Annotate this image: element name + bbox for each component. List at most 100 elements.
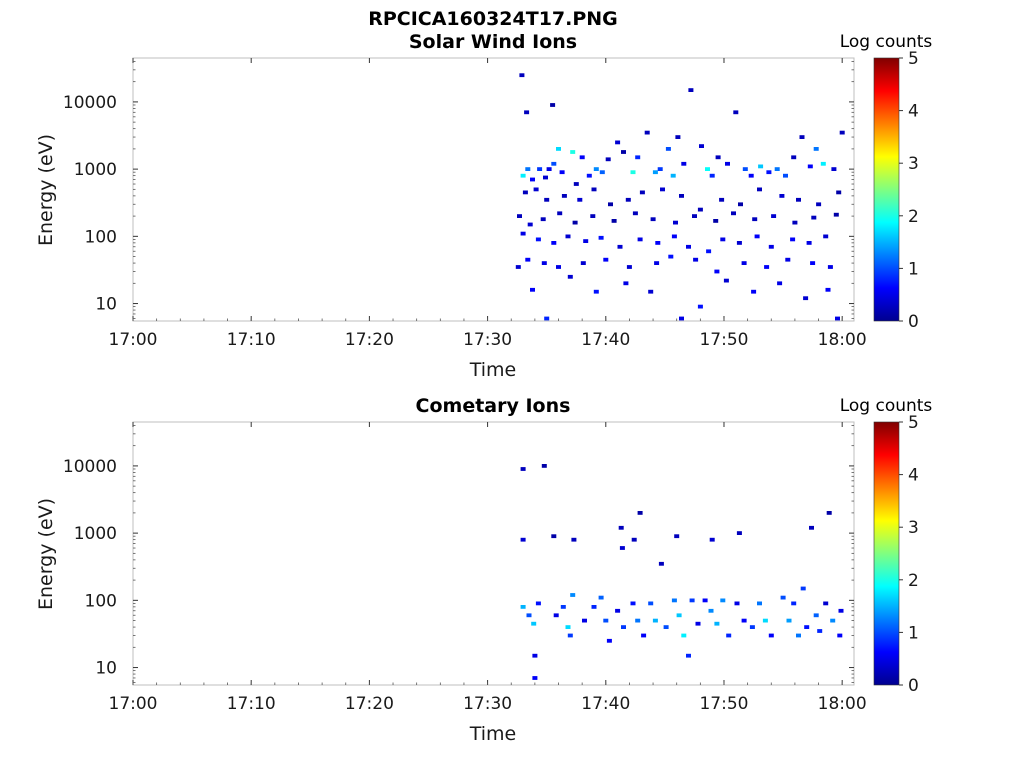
count-cell [593, 167, 599, 171]
count-cell [780, 595, 786, 600]
count-cell [557, 211, 563, 216]
count-cell [532, 676, 538, 680]
count-cell [655, 241, 661, 245]
count-cell [530, 177, 535, 182]
count-cell [551, 534, 557, 539]
solar-wind-cells [515, 73, 845, 321]
count-cell [641, 633, 647, 638]
count-cell [702, 598, 708, 603]
count-cell [679, 316, 684, 321]
count-cell [551, 161, 557, 166]
count-cell [675, 135, 681, 139]
count-cell [660, 187, 665, 192]
count-cell [543, 175, 548, 180]
count-cell [738, 202, 743, 207]
count-cell [621, 625, 626, 629]
x-tick-label: 17:20 [345, 330, 394, 350]
count-cell [705, 167, 710, 171]
solar-wind-colorbar-label: Log counts [840, 32, 933, 52]
count-cell [648, 601, 654, 606]
count-cell [631, 537, 637, 542]
x-tick-label: 17:40 [581, 330, 630, 350]
count-cell [768, 244, 774, 249]
count-cell [817, 629, 823, 633]
cometary-x-axis-label: Time [469, 723, 517, 745]
count-cell [720, 237, 726, 242]
count-cell [838, 608, 844, 613]
count-cell [580, 261, 586, 265]
count-cell [725, 161, 730, 166]
count-cell [670, 173, 676, 178]
colorbar-tick-label: 1 [908, 259, 919, 279]
count-cell [598, 595, 604, 600]
count-cell [758, 164, 764, 169]
count-cell [648, 289, 654, 294]
count-cell [570, 593, 576, 597]
count-cell [652, 170, 658, 175]
count-cell [657, 167, 663, 171]
count-cell [519, 73, 525, 78]
count-cell [785, 257, 791, 262]
count-cell [608, 202, 613, 207]
count-cell [652, 618, 658, 623]
x-tick-label: 17:10 [227, 330, 276, 350]
count-cell [579, 155, 585, 160]
count-cell [544, 316, 550, 321]
count-cell [771, 214, 777, 218]
cometary-colorbar-label: Log counts [840, 396, 933, 416]
count-cell [611, 219, 617, 223]
count-cell [583, 239, 589, 243]
count-cell [733, 110, 739, 115]
count-cell [713, 219, 719, 223]
count-cell [699, 144, 704, 148]
count-cell [533, 187, 539, 192]
solar-wind-colorbar [873, 57, 900, 322]
count-cell [692, 214, 697, 218]
count-cell [741, 618, 747, 623]
count-cell [803, 296, 809, 301]
count-cell [671, 598, 677, 603]
solar-wind-plot-area [132, 57, 855, 322]
count-cell [777, 281, 783, 286]
count-cell [823, 601, 829, 606]
count-cell [571, 537, 577, 542]
colorbar-tick-label: 2 [908, 571, 919, 591]
count-cell [599, 170, 605, 175]
count-cell [527, 222, 533, 227]
count-cell [565, 234, 571, 239]
count-cell [526, 613, 532, 618]
count-cell [573, 182, 579, 186]
x-tick-label: 17:50 [699, 694, 748, 714]
count-cell [749, 625, 755, 629]
count-cell [570, 150, 576, 154]
y-tick-label: 100 [85, 227, 117, 247]
count-cell [786, 618, 792, 623]
figure-title: RPCICA160324T17.PNG [368, 8, 618, 30]
count-cell [525, 257, 531, 262]
count-cell [617, 244, 623, 249]
count-cell [751, 289, 757, 294]
count-cell [681, 161, 687, 166]
count-cell [520, 231, 526, 236]
count-cell [632, 211, 638, 216]
count-cell [796, 197, 801, 202]
count-cell [560, 605, 566, 609]
count-cell [615, 608, 621, 613]
y-tick-label: 1000 [74, 524, 117, 544]
count-cell [719, 197, 725, 202]
colorbar-tick-label: 2 [908, 207, 919, 227]
count-cell [625, 197, 631, 202]
count-cell [679, 194, 684, 198]
count-cell [827, 265, 833, 269]
count-cell [520, 605, 526, 609]
count-cell [714, 269, 720, 274]
count-cell [813, 613, 819, 618]
count-cell [723, 278, 729, 283]
count-cell [800, 586, 806, 591]
count-cell [757, 187, 762, 192]
count-cell [768, 633, 774, 638]
count-cell [754, 234, 760, 239]
count-cell [762, 618, 768, 623]
count-cell [697, 207, 703, 212]
count-cell [522, 190, 528, 195]
